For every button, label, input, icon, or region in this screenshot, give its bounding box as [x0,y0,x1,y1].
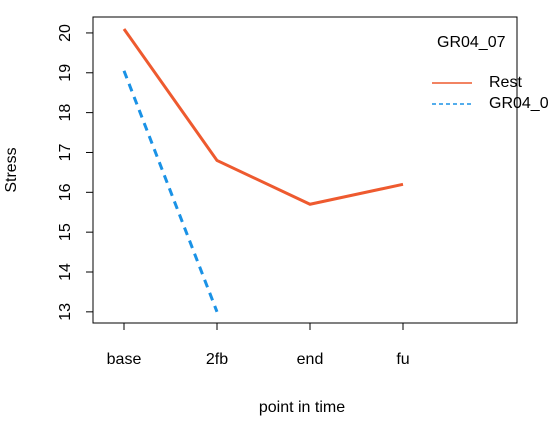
x-tick-label: 2fb [206,351,228,368]
legend-title: GR04_07 [437,34,506,51]
y-tick-label: 17 [57,143,74,161]
legend-label: GR04_07 [489,95,548,112]
y-tick-label: 19 [57,64,74,82]
y-tick-label: 20 [57,24,74,42]
y-tick-label: 16 [57,183,74,201]
y-tick-label: 14 [57,263,74,281]
x-tick-label: end [297,351,324,368]
series-line [122,28,404,206]
x-tick-label: base [107,351,142,368]
legend-label: Rest [489,74,522,91]
x-axis-label: point in time [259,399,345,416]
plot-frame [92,16,518,324]
y-tick-label: 18 [57,104,74,122]
y-tick-label: 15 [57,223,74,241]
x-tick-label: fu [396,351,409,368]
series-line [122,70,219,313]
y-axis-label: Stress [3,147,20,192]
y-tick-label: 13 [57,303,74,321]
